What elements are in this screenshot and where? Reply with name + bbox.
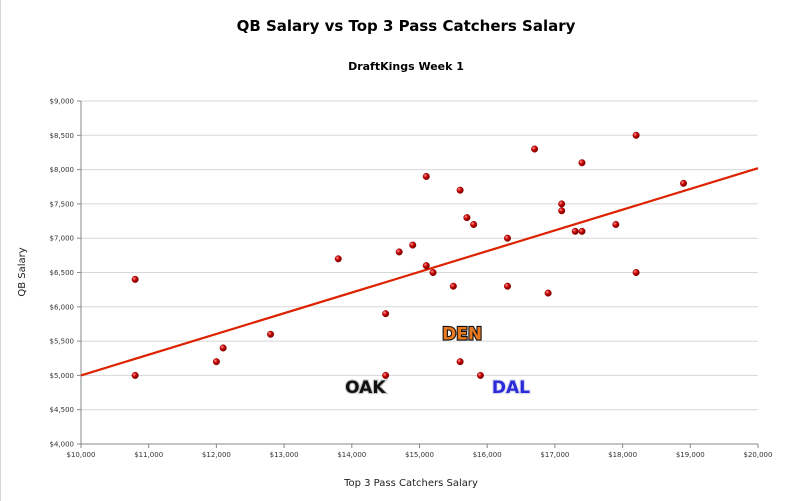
y-axis-title: QB Salary	[17, 247, 28, 296]
x-tick-label: $19,000	[676, 451, 705, 459]
y-axis-ticks: $4,000 $4,500 $5,000 $5,500 $6,000 $6,500 $7,0…	[50, 98, 81, 449]
y-tick-label: $7,500	[50, 200, 75, 208]
y-tick-label: $6,000	[50, 303, 75, 311]
data-point	[531, 145, 539, 153]
data-point	[422, 262, 430, 270]
data-point	[504, 282, 512, 290]
x-tick-label: $20,000	[744, 451, 773, 459]
data-point	[456, 358, 464, 366]
y-tick-label: $8,500	[50, 132, 75, 140]
y-tick-label: $6,500	[50, 269, 75, 277]
x-tick-label: $15,000	[405, 451, 434, 459]
y-tick-label: $7,000	[50, 235, 75, 243]
y-tick-label: $4,000	[50, 441, 75, 449]
data-point	[612, 220, 620, 228]
data-point	[632, 131, 640, 139]
y-tick-label: $5,000	[50, 372, 75, 380]
data-point	[558, 200, 566, 208]
chart-title: QB Salary vs Top 3 Pass Catchers Salary	[237, 17, 576, 35]
team-label-dal: DAL	[492, 378, 530, 398]
data-point	[382, 310, 390, 318]
data-point	[544, 289, 552, 297]
data-point	[219, 344, 227, 352]
chart-subtitle: DraftKings Week 1	[348, 60, 464, 73]
data-point	[456, 186, 464, 194]
y-tick-label: $4,500	[50, 406, 75, 414]
x-tick-label: $18,000	[608, 451, 637, 459]
x-tick-label: $11,000	[134, 451, 163, 459]
data-point	[578, 159, 586, 167]
data-point	[571, 227, 579, 235]
data-point	[131, 371, 139, 379]
trendline	[80, 167, 759, 377]
data-point	[131, 275, 139, 283]
data-points	[131, 131, 688, 379]
data-point	[578, 227, 586, 235]
x-tick-label: $16,000	[473, 451, 502, 459]
data-point	[463, 214, 471, 222]
data-point	[476, 371, 484, 379]
trendline-group	[80, 167, 759, 377]
x-tick-label: $10,000	[67, 451, 96, 459]
data-point	[680, 179, 688, 187]
team-annotations: DEN OAK DAL	[344, 324, 531, 400]
data-point	[212, 358, 220, 366]
data-point	[632, 269, 640, 277]
data-point	[504, 234, 512, 242]
data-point	[395, 248, 403, 256]
x-tick-label: $12,000	[202, 451, 231, 459]
data-point	[429, 269, 437, 277]
y-tick-label: $9,000	[50, 98, 75, 106]
y-tick-label: $5,500	[50, 338, 75, 346]
data-point	[558, 207, 566, 215]
data-point	[409, 241, 417, 249]
data-point	[449, 282, 457, 290]
x-axis-ticks: $10,000 $11,000 $12,000 $13,000 $14,000 $15,0…	[67, 444, 773, 459]
y-tick-label: $8,000	[50, 166, 75, 174]
data-point	[267, 330, 275, 338]
x-tick-label: $13,000	[270, 451, 299, 459]
x-tick-label: $14,000	[337, 451, 366, 459]
data-point	[382, 371, 390, 379]
x-tick-label: $17,000	[540, 451, 569, 459]
team-label-oak: OAK	[345, 378, 386, 398]
team-label-den: DEN	[442, 325, 482, 345]
data-point	[422, 172, 430, 180]
data-point	[470, 220, 478, 228]
data-point	[334, 255, 342, 263]
x-axis-title: Top 3 Pass Catchers Salary	[343, 478, 478, 489]
